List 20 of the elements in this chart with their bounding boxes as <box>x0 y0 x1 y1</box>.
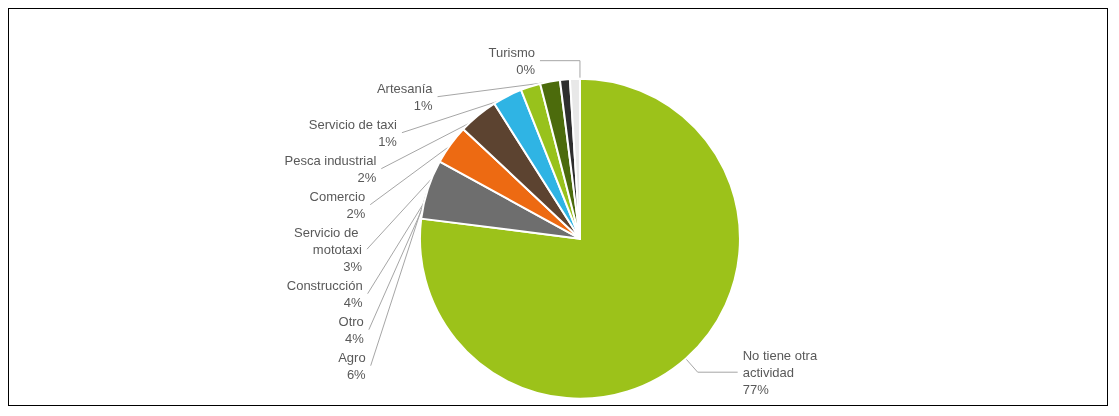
slice-label: No tiene otra actividad <box>742 347 821 380</box>
data-label: 4% <box>345 330 365 346</box>
data-label: 1% <box>413 97 433 113</box>
data-label: 4% <box>343 294 364 310</box>
slice-label: Pesca industrial <box>284 152 377 168</box>
slice-label: Agro <box>338 349 366 365</box>
data-label: 1% <box>378 133 398 149</box>
data-label: 2% <box>357 169 377 185</box>
data-label: 2% <box>346 205 366 221</box>
slice-label: Otro <box>338 313 364 329</box>
category-label: Turismo <box>488 44 535 60</box>
slice-label: Servicio de taxi <box>308 116 398 132</box>
slice-label: Construcción <box>286 277 363 293</box>
text: 0% <box>516 61 535 77</box>
data-label: 3% <box>343 258 363 274</box>
slice-label: Servicio de mototaxi <box>294 224 363 257</box>
slice-label: Artesanía <box>376 80 434 96</box>
data-label: 77% <box>742 381 770 397</box>
data-label: 6% <box>346 366 367 382</box>
slice-label: Comercio <box>309 188 366 204</box>
